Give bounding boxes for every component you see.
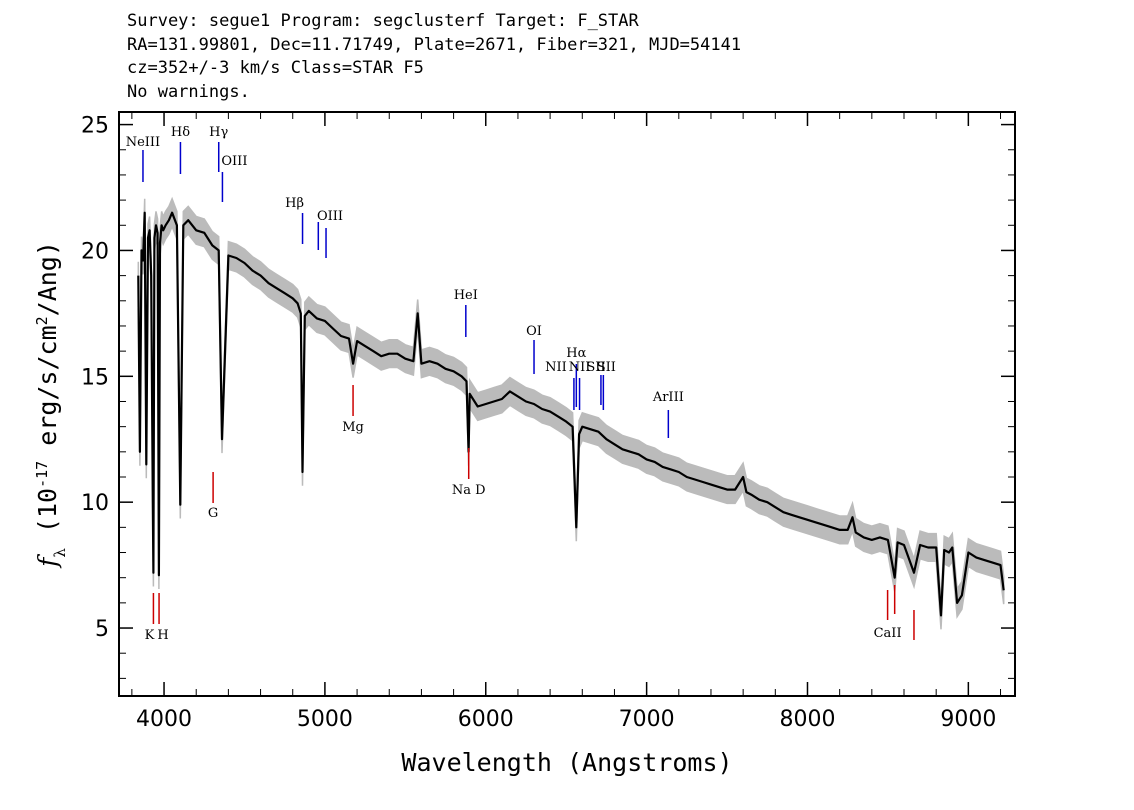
header-warnings-line: No warnings. (127, 81, 250, 102)
y-tick-label: 15 (81, 365, 109, 390)
x-tick-label: 9000 (940, 707, 996, 732)
y-tick-label: 10 (81, 491, 109, 516)
emission-line-label: HeI (454, 288, 478, 303)
x-tick-label: 7000 (619, 707, 675, 732)
absorption-line-label: Mg (342, 420, 364, 435)
header-coordinates-line: RA=131.99801, Dec=11.71749, Plate=2671, … (127, 34, 742, 55)
absorption-line-label: H (157, 628, 168, 643)
plot-frame (118, 111, 1016, 697)
emission-line-label: NeIII (126, 135, 160, 150)
absorption-line-label: CaII (874, 626, 902, 641)
x-tick-label: 5000 (297, 707, 353, 732)
axes-layer: 4000 5000 6000 7000 8000 9000 5 10 15 20 25 (81, 112, 1015, 732)
flux-error-band (137, 196, 1005, 630)
error-band-layer (137, 196, 1005, 630)
emission-line-label: Hβ (285, 196, 304, 211)
y-tick-label: 25 (81, 114, 109, 139)
header-redshift-line: cz=352+/-3 km/s Class=STAR F5 (127, 58, 424, 78)
y-axis-title: fλ (10-17 erg/s/cm2/Ang) (33, 241, 69, 569)
y-axis-title-group: fλ (10-17 erg/s/cm2/Ang) (33, 241, 69, 569)
emission-line-label: Hδ (171, 125, 190, 140)
absorption-line-label: Na D (452, 483, 486, 498)
emission-line-label: OIII (221, 154, 247, 169)
emission-line-label: SII (586, 360, 605, 375)
emission-line-label: SII (597, 360, 616, 375)
emission-line-label: NII (545, 360, 567, 375)
y-tick-label: 20 (81, 239, 109, 264)
emission-line-label: ArIII (652, 390, 684, 405)
flux-spectrum-line (137, 211, 1005, 617)
spectrum-header: Survey: segue1 Program: segclusterf Targ… (127, 10, 741, 104)
y-tick-label: 5 (95, 617, 109, 642)
absorption-line-label: G (208, 506, 218, 521)
header-survey-line: Survey: segue1 Program: segclusterf Targ… (127, 11, 639, 31)
emission-line-label: Hα (566, 346, 586, 361)
absorption-line-label: K (145, 628, 155, 643)
emission-line-label: Hγ (209, 125, 228, 140)
emission-line-label: OIII (317, 209, 343, 224)
x-axis-title: Wavelength (Angstroms) (401, 748, 732, 777)
x-tick-label: 4000 (136, 707, 192, 732)
spectrum-layer (137, 211, 1005, 617)
emission-line-label: NII (569, 360, 591, 375)
x-tick-label: 6000 (458, 707, 514, 732)
emission-line-label: OI (526, 324, 542, 339)
x-tick-label: 8000 (779, 707, 835, 732)
